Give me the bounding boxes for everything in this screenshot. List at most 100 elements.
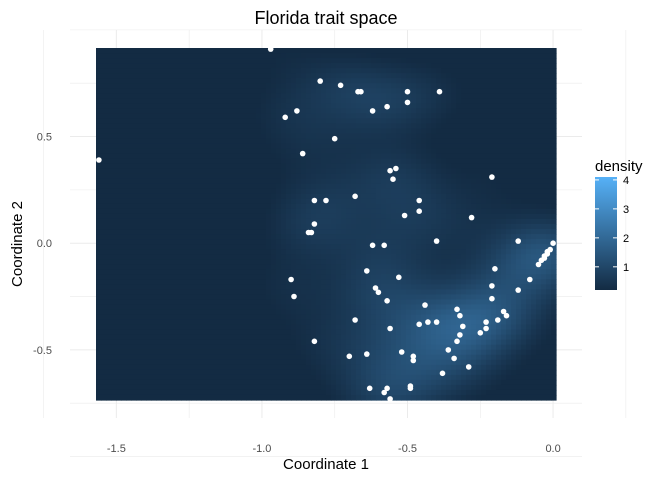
density-cell [426, 68, 432, 74]
density-cell [301, 314, 307, 321]
density-cell [131, 173, 137, 180]
density-cell [421, 349, 427, 356]
density-cell [181, 234, 187, 240]
density-cell [136, 334, 142, 341]
density-cell [186, 83, 192, 89]
density-cell [391, 208, 397, 215]
density-cell [106, 163, 112, 170]
density-cell [306, 314, 312, 321]
density-cell [211, 279, 217, 285]
density-cell [281, 374, 287, 381]
density-cell [421, 359, 427, 366]
density-cell [101, 329, 107, 336]
density-cell [176, 264, 182, 270]
density-cell [366, 284, 372, 290]
density-cell [246, 138, 252, 145]
density-cell [341, 143, 347, 150]
density-cell [176, 329, 182, 336]
density-cell [211, 229, 217, 235]
density-cell [326, 188, 332, 195]
density-cell [411, 158, 417, 165]
density-cell [331, 103, 337, 109]
density-cell [436, 178, 442, 185]
density-cell [281, 168, 287, 175]
density-cell [356, 369, 362, 376]
density-cell [181, 249, 187, 255]
density-cell [126, 138, 132, 145]
density-cell [106, 78, 112, 84]
density-cell [136, 138, 142, 145]
density-cell [326, 178, 332, 185]
density-cell [261, 254, 267, 260]
density-cell [326, 294, 332, 301]
density-cell [351, 163, 357, 170]
density-cell [121, 173, 127, 180]
density-cell [396, 173, 402, 180]
density-cell [426, 48, 432, 54]
density-cell [246, 329, 252, 336]
density-cell [431, 264, 437, 270]
density-cell [116, 58, 122, 64]
density-cell [311, 133, 317, 140]
density-cell [221, 93, 227, 99]
density-cell [421, 88, 427, 94]
density-cell [151, 93, 157, 99]
density-cell [101, 153, 107, 160]
density-cell [96, 374, 102, 381]
density-cell [431, 239, 437, 245]
density-cell [261, 274, 267, 280]
density-cell [266, 364, 272, 371]
density-cell [376, 143, 382, 150]
density-cell [281, 153, 287, 160]
density-cell [246, 334, 252, 341]
density-cell [446, 173, 452, 180]
density-cell [216, 143, 222, 150]
density-cell [421, 319, 427, 326]
density-cell [261, 384, 267, 391]
density-cell [241, 58, 247, 64]
density-cell [371, 138, 377, 145]
density-cell [96, 168, 102, 175]
density-cell [401, 143, 407, 150]
density-cell [256, 319, 262, 326]
density-cell [241, 88, 247, 94]
density-cell [136, 234, 142, 240]
density-cell [296, 319, 302, 326]
density-cell [271, 264, 277, 270]
density-cell [356, 78, 362, 84]
density-cell [441, 173, 447, 180]
density-cell [361, 128, 367, 135]
density-cell [96, 224, 102, 230]
density-cell [326, 379, 332, 386]
density-cell [351, 73, 357, 79]
density-cell [311, 314, 317, 321]
density-cell [151, 389, 157, 396]
density-cell [306, 103, 312, 109]
density-cell [256, 208, 262, 215]
density-cell [351, 229, 357, 235]
density-cell [206, 349, 212, 356]
density-cell [106, 364, 112, 371]
density-cell [271, 183, 277, 190]
density-cell [131, 244, 137, 250]
density-cell [106, 68, 112, 74]
density-cell [326, 148, 332, 155]
density-cell [306, 259, 312, 265]
density-cell [391, 229, 397, 235]
density-cell [121, 224, 127, 230]
density-cell [426, 178, 432, 185]
density-cell [446, 229, 452, 235]
density-cell [371, 173, 377, 180]
density-cell [141, 394, 147, 401]
density-cell [231, 234, 237, 240]
density-cell [166, 259, 172, 265]
density-cell [401, 339, 407, 346]
density-cell [411, 113, 417, 119]
density-cell [106, 264, 112, 270]
density-cell [246, 234, 252, 240]
density-cell [186, 218, 192, 225]
density-cell [266, 98, 272, 104]
density-cell [166, 379, 172, 386]
density-cell [241, 118, 247, 125]
density-cell [391, 103, 397, 109]
